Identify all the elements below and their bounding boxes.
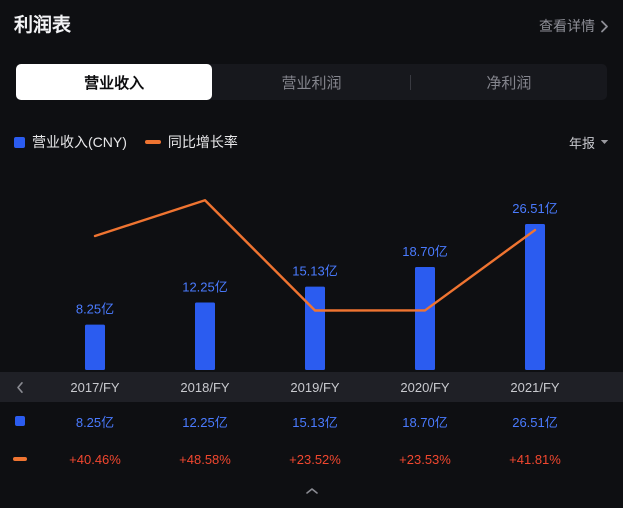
chart-legend: 营业收入(CNY) 同比增长率 年报 xyxy=(14,133,609,152)
revenue-bar[interactable] xyxy=(415,267,435,370)
bar-value-label: 12.25亿 xyxy=(182,280,228,295)
period-selector[interactable]: 年报 xyxy=(569,133,609,152)
tab-operating-profit[interactable]: 营业利润 xyxy=(281,74,342,92)
bar-value-label: 8.25亿 xyxy=(76,302,114,317)
revenue-cell: 26.51亿 xyxy=(512,414,558,430)
revenue-cell: 12.25亿 xyxy=(182,414,228,430)
growth-cell: +23.53% xyxy=(399,451,451,467)
chevron-up-icon xyxy=(305,488,318,494)
view-details-link[interactable]: 查看详情 xyxy=(539,16,609,36)
period-selector-label: 年报 xyxy=(568,135,595,151)
growth-row-marker xyxy=(0,457,40,461)
period-header-row: 2017/FY 2018/FY 2019/FY 2020/FY 2021/FY xyxy=(0,372,623,402)
bar-value-label: 18.70亿 xyxy=(402,244,448,259)
collapse-button[interactable] xyxy=(0,478,623,504)
growth-cell: +40.46% xyxy=(69,451,121,467)
revenue-bar[interactable] xyxy=(195,302,215,370)
growth-dash-icon xyxy=(13,457,27,461)
growth-cell: +41.81% xyxy=(509,451,561,467)
revenue-value-row: 8.25亿 12.25亿 15.13亿 18.70亿 26.51亿 xyxy=(0,402,623,440)
revenue-cell: 18.70亿 xyxy=(402,414,448,430)
bar-series-label: 营业收入(CNY) xyxy=(32,134,127,150)
page-title: 利润表 xyxy=(14,15,72,36)
line-series-label: 同比增长率 xyxy=(167,134,238,150)
growth-cell: +48.58% xyxy=(179,451,231,467)
tab-net-profit[interactable]: 净利润 xyxy=(486,74,532,92)
tab-bar: 营业收入 营业利润 净利润 xyxy=(16,64,607,100)
bar-value-label: 15.13亿 xyxy=(292,264,338,279)
period-cell: 2021/FY xyxy=(510,379,560,395)
revenue-bar[interactable] xyxy=(85,324,105,370)
growth-cell: +23.52% xyxy=(289,451,341,467)
line-series-swatch xyxy=(144,140,161,144)
revenue-square-icon xyxy=(15,416,25,426)
period-cell: 2017/FY xyxy=(70,379,120,395)
period-cell: 2018/FY xyxy=(180,379,230,395)
revenue-row-marker xyxy=(0,416,40,426)
tab-operating-revenue[interactable]: 营业收入 xyxy=(16,64,213,100)
chevron-left-icon xyxy=(17,381,23,393)
period-cell: 2019/FY xyxy=(290,379,340,395)
revenue-bar[interactable] xyxy=(525,224,545,370)
card-header: 利润表 查看详情 xyxy=(0,0,623,38)
chevron-right-icon xyxy=(601,20,608,32)
revenue-bar[interactable] xyxy=(305,286,325,370)
growth-value-row: +40.46% +48.58% +23.52% +23.53% +41.81% xyxy=(0,440,623,478)
view-details-label: 查看详情 xyxy=(539,18,595,34)
revenue-cell: 8.25亿 xyxy=(75,414,115,430)
table-prev-page-button[interactable] xyxy=(0,381,40,394)
bar-series-swatch xyxy=(14,136,25,148)
bar-value-label: 26.51亿 xyxy=(512,201,558,216)
growth-line xyxy=(93,199,537,312)
caret-down-icon xyxy=(600,140,609,144)
revenue-cell: 15.13亿 xyxy=(292,414,338,430)
tab-divider xyxy=(409,74,411,90)
revenue-combo-chart[interactable]: 8.25亿 12.25亿 15.13亿 18.70亿 26.51亿 xyxy=(0,154,623,372)
period-cell: 2020/FY xyxy=(400,379,450,395)
